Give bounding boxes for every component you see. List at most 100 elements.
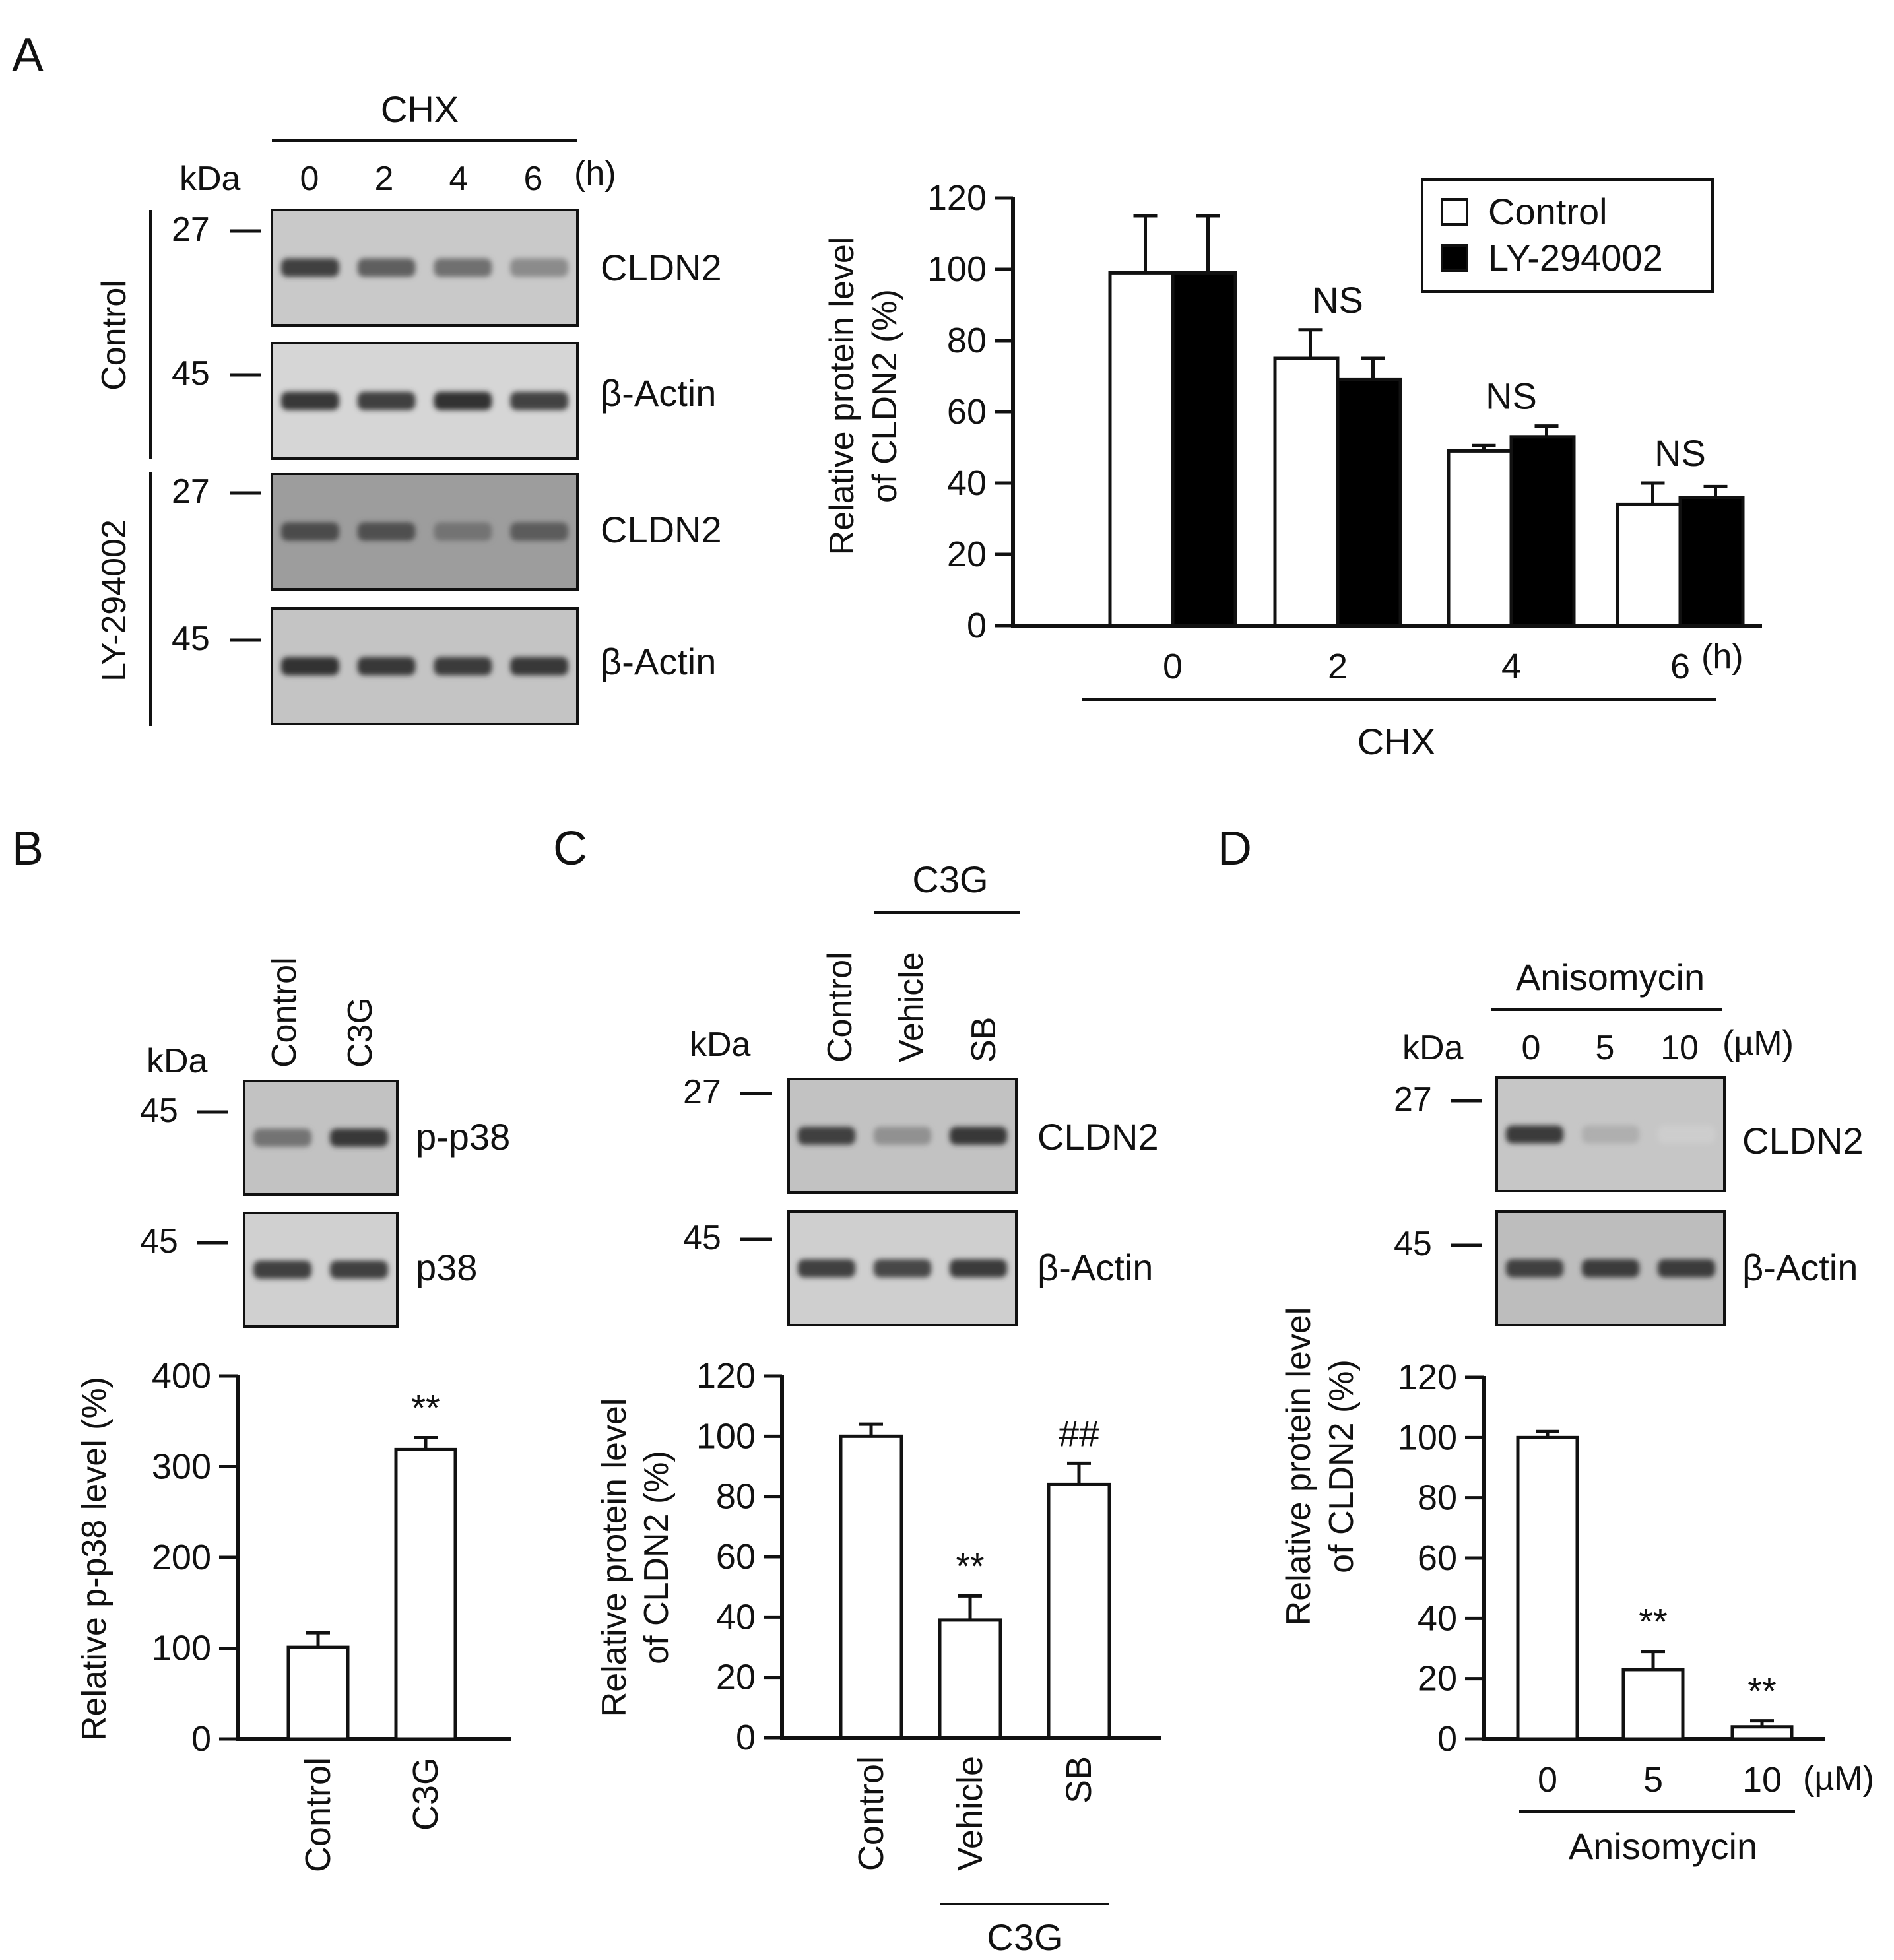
blot-c-actin-band-1 [797, 1259, 856, 1278]
blot-a-ly-cldn2-band-4 [510, 522, 569, 541]
blot-a-control-cldn2-band-2 [357, 258, 416, 277]
blot-d-marker-2: 45 [1394, 1225, 1432, 1263]
blot-d-row-label-2: β-Actin [1742, 1247, 1858, 1288]
chart-d-ytick-label-20: 20 [1418, 1659, 1457, 1699]
chart-a-annotation-1-0: NS [1312, 279, 1363, 321]
western-blot-c: C3G Control Vehicle SB kDa 27 45 CLDN2 β… [683, 859, 1159, 1326]
blot-b-marker-2: 45 [140, 1222, 178, 1260]
chart-c-annotation-1-0: ** [956, 1545, 985, 1586]
chart-d-ytick-label-0: 0 [1437, 1719, 1457, 1759]
chart-c-ytick-label-0: 0 [736, 1718, 756, 1757]
blot-a-marker-4: 45 [172, 620, 210, 658]
blot-b-lane-label-c3g: C3G [341, 997, 379, 1068]
chart-d-ytick-label-80: 80 [1418, 1478, 1457, 1518]
blot-c-group-label: C3G [912, 859, 988, 900]
chart-a-xtick-label-2: 4 [1501, 647, 1521, 686]
chart-d-xtick-label-1: 5 [1643, 1760, 1663, 1800]
chart-d-xtick-label-2: 10 [1742, 1760, 1782, 1800]
blot-a-marker-2: 45 [172, 354, 210, 393]
blot-a-control-cldn2-band-1 [280, 258, 339, 277]
chart-d-ytick-label-100: 100 [1398, 1418, 1457, 1457]
chart-c-ylabel-line1: Relative protein level [595, 1398, 634, 1717]
legend-swatch-ly [1441, 244, 1468, 272]
blot-b-row-label-1: p-p38 [416, 1116, 510, 1158]
panel-d: D Anisomycin kDa 0 5 10 (µM) 27 45 CLDN2… [1218, 822, 1874, 1867]
chart-a-annotation-3-0: NS [1654, 432, 1706, 474]
chart-a-bar-1-1 [1336, 377, 1402, 628]
blot-a-control-actin-band-1 [280, 391, 339, 410]
chart-a-bar-0-0 [1108, 271, 1175, 628]
chart-b-bar-1-0 [394, 1447, 457, 1741]
blot-d-marker-1: 27 [1394, 1080, 1432, 1119]
chart-d-annotation-2-0: ** [1747, 1670, 1777, 1712]
chart-a-ytick-label-100: 100 [927, 249, 987, 289]
blot-a-control-actin-band-4 [510, 391, 569, 410]
blot-a-time-4: 4 [449, 160, 469, 198]
panel-letter-b: B [12, 822, 44, 875]
blot-c-row-label-1: CLDN2 [1037, 1116, 1159, 1158]
chart-c-annotation-2-0: ## [1059, 1412, 1099, 1454]
chart-c-bar-1-0 [938, 1618, 1002, 1740]
chart-a-ytick-label-120: 120 [927, 178, 987, 218]
blot-d-actin-band-3 [1657, 1259, 1716, 1278]
chart-a-bar-2-0 [1447, 449, 1513, 628]
blot-a-time-0: 0 [300, 160, 319, 198]
blot-b-p38-band-2 [329, 1260, 389, 1279]
blot-c-marker-1: 27 [683, 1073, 721, 1111]
legend-label-control: Control [1488, 191, 1608, 232]
panel-letter-a: A [12, 29, 44, 82]
chart-a-ylabel-line1: Relative protein level [823, 237, 861, 556]
chart-b-ytick-label-400: 400 [152, 1356, 211, 1396]
chart-c-bar-2-0 [1047, 1482, 1111, 1740]
chart-d-annotation-1-0: ** [1639, 1601, 1668, 1643]
blot-a-row-label-2: β-Actin [601, 372, 716, 414]
chart-b-ytick-label-100: 100 [152, 1629, 211, 1668]
chart-b-ylabel: Relative p-p38 level (%) [75, 1377, 114, 1741]
chart-d-ytick-label-60: 60 [1418, 1538, 1457, 1578]
chart-a-bar-3-0 [1616, 502, 1682, 628]
chart-d: Relative protein level of CLDN2 (%) (µM)… [1280, 1307, 1874, 1867]
chart-d-ytick-label-120: 120 [1398, 1357, 1457, 1397]
chart-a-bar-1-0 [1273, 356, 1340, 628]
chart-c-xtick-label-2: SB [1059, 1756, 1099, 1804]
chart-b-ytick-label-0: 0 [191, 1719, 211, 1759]
chart-a-ytick-label-60: 60 [947, 392, 987, 432]
blot-a-time-6: 6 [524, 160, 543, 198]
blot-a-group-label-control: Control [95, 280, 133, 391]
blot-b-row-label-2: p38 [416, 1247, 477, 1288]
chart-d-bar-1-0 [1621, 1668, 1685, 1741]
chart-a-ytick-label-40: 40 [947, 463, 987, 503]
blot-a-ly-actin-band-4 [510, 657, 569, 676]
chart-d-bar-2-0 [1730, 1725, 1794, 1741]
blot-a-time-2: 2 [375, 160, 394, 198]
blot-a-ly-actin-band-3 [434, 657, 492, 676]
panel-c: C C3G Control Vehicle SB kDa 27 45 CLDN2… [553, 822, 1161, 1958]
chart-b-xtick-label-0: Control [298, 1757, 338, 1872]
blot-a-control-cldn2-band-4 [510, 258, 569, 277]
blot-a-marker-3: 27 [172, 473, 210, 511]
blot-a-control-actin-band-3 [434, 391, 492, 410]
western-blot-a: CHX kDa 0 2 4 6 (h) Control LY-294002 27… [95, 88, 722, 726]
blot-b-pp38-band-1 [253, 1128, 312, 1147]
chart-a-xtick-label-1: 2 [1328, 647, 1348, 686]
chart-a-annotation-2-0: NS [1486, 376, 1537, 417]
chart-a-xtick-label-0: 0 [1163, 647, 1183, 686]
chart-b-ytick-label-300: 300 [152, 1447, 211, 1487]
blot-c-lane-label-control: Control [821, 952, 859, 1062]
blot-d-lane-0: 0 [1522, 1029, 1541, 1067]
blot-a-control-actin-band-2 [357, 391, 416, 410]
blot-d-cldn2-band-1 [1505, 1125, 1564, 1144]
blot-a-group-label-ly: LY-294002 [95, 519, 133, 682]
blot-c-cldn2-band-2 [873, 1127, 932, 1145]
blot-a-ly-cldn2-band-3 [434, 522, 492, 541]
chart-a-bar-3-1 [1678, 496, 1745, 628]
blot-a-ly-actin-band-2 [357, 657, 416, 676]
chart-d-xtick-label-0: 0 [1538, 1760, 1557, 1800]
chart-c: Relative protein level of CLDN2 (%) C3G … [595, 1356, 1161, 1958]
blot-c-row-label-2: β-Actin [1037, 1247, 1153, 1288]
legend-box [1421, 178, 1714, 293]
blot-b-p38-band-1 [253, 1260, 312, 1279]
chart-c-xtick-label-0: Control [851, 1756, 891, 1871]
chart-c-ytick-label-100: 100 [696, 1416, 756, 1456]
panel-b: B Control C3G kDa 45 45 p-p38 p38 Relati… [12, 822, 511, 1872]
